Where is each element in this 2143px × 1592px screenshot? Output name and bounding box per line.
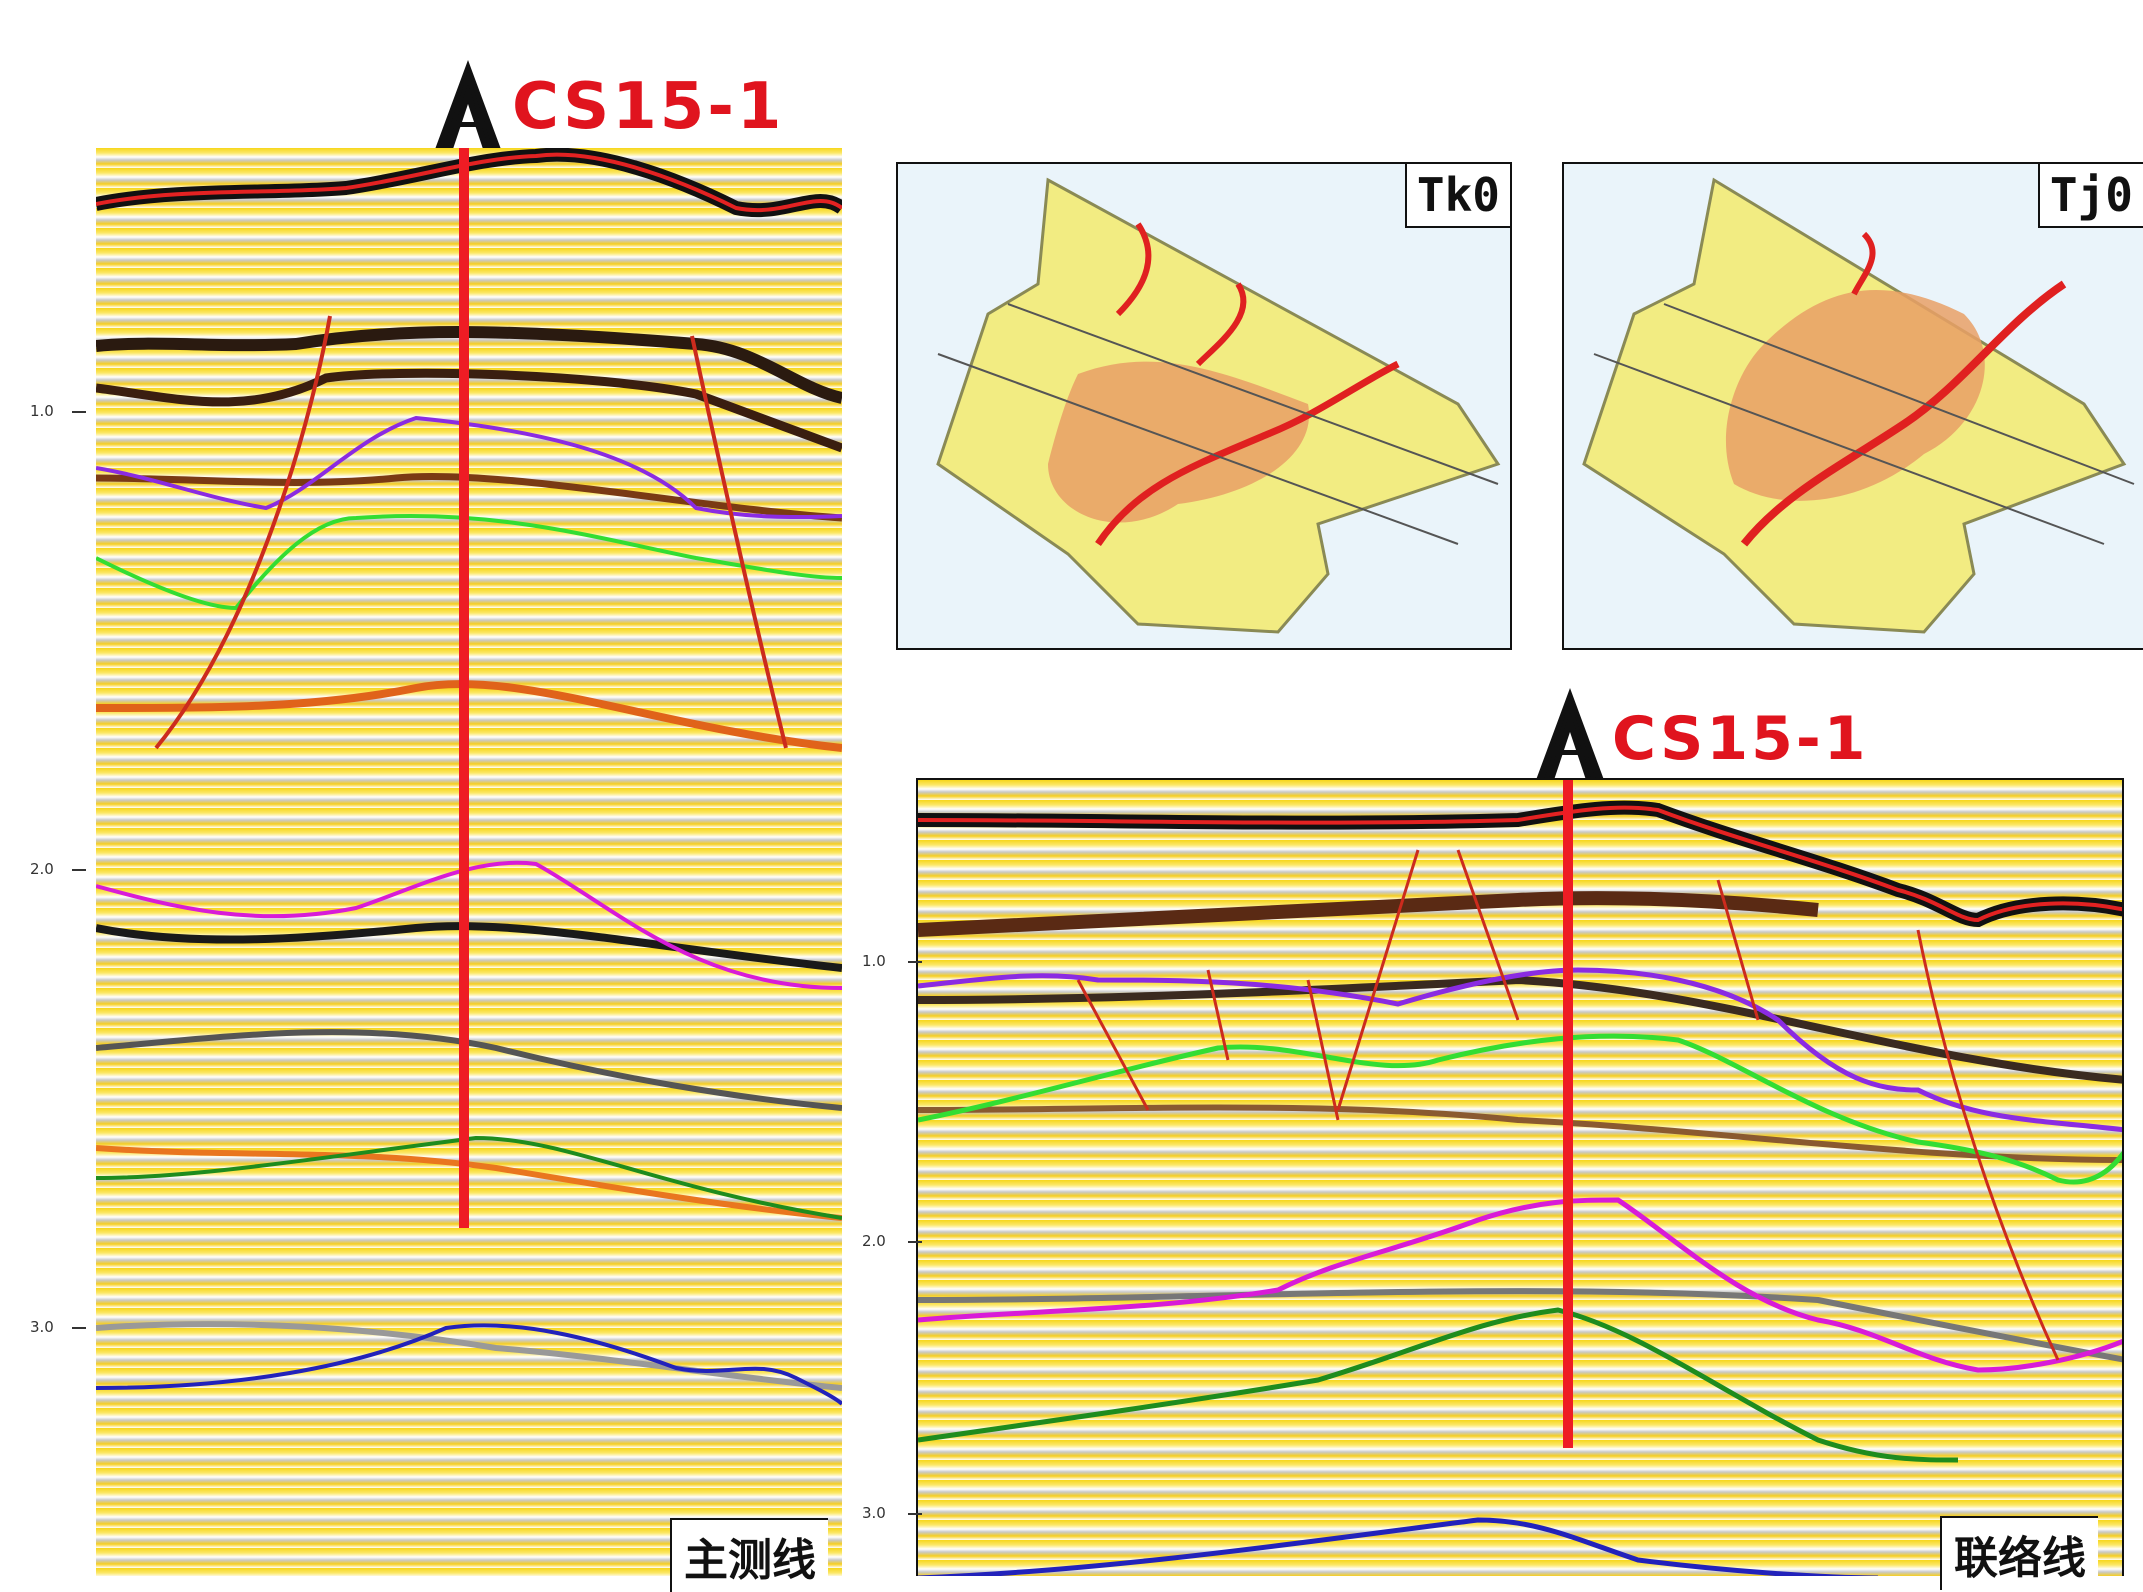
dark-reflector	[96, 1029, 842, 1111]
blue-horizon	[96, 1323, 842, 1406]
channel-icon	[1095, 360, 1400, 546]
tie-line-label: 联络线	[1940, 1516, 2098, 1590]
lime-horizon	[96, 514, 842, 611]
time-axis-tick: 2.0	[30, 860, 86, 878]
dark-reflector	[918, 891, 1819, 937]
main-line-label: 主测线	[670, 1518, 828, 1592]
dark-reflector	[96, 679, 842, 752]
fault-line	[1716, 879, 1760, 1021]
time-axis-tick: 1.0	[862, 952, 922, 970]
well-derrick-icon	[1536, 688, 1604, 780]
time-axis-tick: 1.0	[30, 402, 86, 420]
map-tk0: Tk0	[896, 162, 1512, 650]
fault-line	[1076, 979, 1150, 1111]
channel-icon	[1851, 231, 1876, 296]
dark-reflector	[96, 1321, 842, 1391]
fault-line	[690, 335, 788, 749]
fault-line	[1206, 969, 1230, 1061]
seafloor-horizon	[918, 805, 2122, 923]
map-label-tj0: Tj0	[2037, 164, 2143, 228]
magenta-horizon	[918, 1197, 2122, 1373]
seafloor-horizon	[96, 152, 842, 213]
dark-reflector	[918, 1288, 2122, 1363]
fault-line	[1916, 929, 2060, 1361]
main-line-seismic-section	[96, 148, 842, 1576]
dark-reflector	[96, 368, 842, 453]
sediment-body	[1725, 290, 1985, 501]
well-label-right: CS15-1	[1612, 704, 1869, 774]
well-label-left: CS15-1	[512, 70, 785, 144]
section-line	[1593, 353, 2105, 545]
time-axis-tick: 3.0	[862, 1504, 922, 1522]
channel-icon	[1115, 222, 1152, 317]
dark-reflector	[96, 1145, 842, 1221]
channel-icon	[1740, 280, 2067, 547]
dark-reflector	[96, 326, 842, 404]
green-horizon	[918, 1307, 1959, 1463]
fault-line	[1456, 849, 1520, 1021]
purple-horizon	[96, 415, 842, 520]
magenta-horizon	[96, 860, 842, 990]
fault-line	[1336, 849, 1420, 1111]
time-axis-tick: 2.0	[862, 1232, 922, 1250]
purple-horizon	[918, 967, 2122, 1133]
dark-reflector	[918, 975, 2122, 1084]
section-line	[1663, 303, 2135, 485]
channel-icon	[1195, 282, 1247, 367]
dark-reflector	[918, 1104, 2122, 1163]
dark-reflector	[96, 472, 842, 522]
fault-line	[1306, 979, 1340, 1121]
blue-horizon	[918, 1517, 1879, 1576]
section-line	[937, 353, 1459, 545]
map-label-tk0: Tk0	[1404, 164, 1510, 228]
section-line	[1007, 303, 1499, 485]
tie-line-seismic-section	[916, 778, 2124, 1576]
time-axis-tick: 3.0	[30, 1318, 86, 1336]
dark-reflector	[96, 922, 842, 972]
lime-horizon	[918, 1033, 2122, 1185]
map-tj0: Tj0	[1562, 162, 2143, 650]
green-horizon	[96, 1135, 842, 1220]
fault-line	[154, 315, 332, 750]
well-derrick-icon	[434, 60, 502, 152]
